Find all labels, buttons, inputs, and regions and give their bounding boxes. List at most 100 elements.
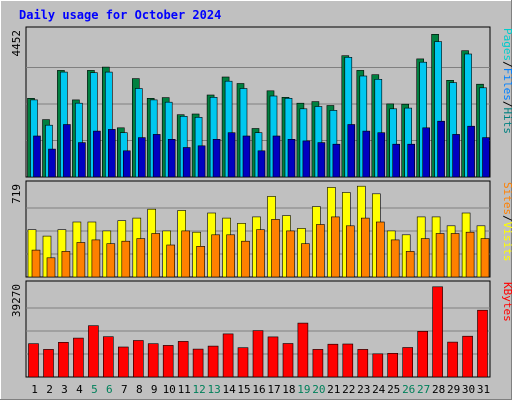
bar-sites [316, 224, 325, 278]
bar-sites [151, 233, 160, 278]
day-labels: 1 2 3 4 5 6 7 8 9 10 11 12 13 14 15 16 17 18 19 20 21 22 23 24 2… [31, 383, 490, 396]
legend-word: Files [501, 68, 512, 101]
bar-pages [108, 129, 116, 178]
bar-sites [61, 251, 71, 278]
day-label: 7 [121, 383, 128, 396]
bar-sites [286, 230, 295, 278]
bar-pages [227, 132, 236, 178]
bar-pages [197, 145, 206, 178]
day-label: 14 [222, 383, 236, 396]
legend-word: / [501, 61, 512, 68]
bar-pages [407, 143, 416, 178]
legend-word: Sites [501, 182, 512, 215]
bar-pages [242, 135, 251, 178]
bar-sites [375, 221, 385, 278]
day-label: 12 [192, 383, 205, 396]
bar-pages [362, 130, 371, 178]
day-label: 20 [312, 383, 325, 396]
series-pages [33, 120, 490, 178]
bar-kbytes [327, 343, 339, 378]
day-label: 25 [387, 383, 400, 396]
bar-kbytes [357, 349, 369, 378]
bar-kbytes [372, 353, 384, 378]
day-label: 4 [76, 383, 83, 396]
bar-sites [181, 230, 190, 278]
bar-sites [301, 243, 310, 278]
bar-kbytes [342, 343, 354, 378]
day-label: 10 [163, 383, 176, 396]
bar-sites [136, 238, 146, 278]
bar-sites [226, 234, 235, 278]
bar-sites [360, 217, 370, 278]
bar-kbytes [58, 341, 69, 378]
bar-sites [390, 239, 400, 278]
bar-pages [138, 137, 146, 178]
legend-word: / [501, 215, 512, 222]
bar-pages [93, 130, 101, 178]
day-label: 22 [342, 383, 355, 396]
bar-pages [422, 127, 431, 178]
panel-kbytes: 39270 KBytes [10, 280, 512, 378]
bar-kbytes [402, 347, 414, 378]
bar-sites [76, 242, 86, 278]
bar-sites [121, 240, 131, 278]
bar-pages [78, 142, 86, 178]
day-label: 31 [477, 383, 490, 396]
bar-sites [405, 251, 415, 278]
day-label: 27 [417, 383, 430, 396]
bar-kbytes [477, 309, 488, 378]
day-label: 5 [91, 383, 98, 396]
bar-kbytes [297, 322, 309, 378]
bar-pages [392, 143, 401, 178]
y-max-label: 4452 [10, 30, 23, 57]
day-label: 17 [267, 383, 280, 396]
legend-word: Visits [501, 222, 512, 262]
legend-word: KBytes [501, 282, 512, 322]
bar-pages [152, 134, 161, 178]
bar-sites [480, 238, 490, 278]
bar-sites [420, 238, 430, 278]
bar-pages [123, 150, 131, 178]
bar-pages [467, 125, 475, 178]
bar-sites [271, 219, 280, 278]
bar-kbytes [192, 348, 204, 378]
bar-kbytes [237, 347, 249, 378]
day-label: 11 [178, 383, 191, 396]
y-max-label: 719 [10, 184, 23, 204]
bar-sites [31, 249, 41, 278]
day-label: 6 [106, 383, 113, 396]
side-legend: Pages/Files/Hits [501, 28, 512, 134]
bar-kbytes [28, 343, 39, 378]
bar-kbytes [103, 336, 114, 378]
bar-pages [63, 124, 71, 178]
day-label: 21 [327, 383, 340, 396]
day-label: 19 [297, 383, 310, 396]
bar-kbytes [432, 286, 443, 378]
bar-kbytes [282, 343, 294, 378]
side-legend: KBytes [501, 282, 512, 322]
bar-pages [347, 124, 356, 178]
bar-sites [106, 243, 116, 278]
bar-kbytes [207, 345, 219, 378]
chart-title: Daily usage for October 2024 [19, 8, 221, 22]
legend-word: Pages [501, 28, 512, 61]
bar-pages [287, 139, 296, 178]
bar-sites [166, 244, 175, 278]
day-label: 28 [432, 383, 445, 396]
bar-sites [435, 233, 445, 278]
bar-kbytes [222, 333, 234, 378]
bar-kbytes [73, 337, 84, 378]
bar-pages [167, 139, 176, 178]
side-legend: Sites/Visits [501, 182, 512, 262]
day-label: 18 [282, 383, 295, 396]
bar-sites [465, 231, 475, 278]
bar-kbytes [88, 325, 99, 378]
bar-pages [257, 150, 266, 178]
bar-pages [452, 134, 460, 178]
bar-pages [302, 140, 311, 178]
day-label: 9 [151, 383, 158, 396]
bar-pages [182, 147, 191, 178]
bar-pages [437, 120, 445, 178]
bar-kbytes [462, 335, 473, 378]
